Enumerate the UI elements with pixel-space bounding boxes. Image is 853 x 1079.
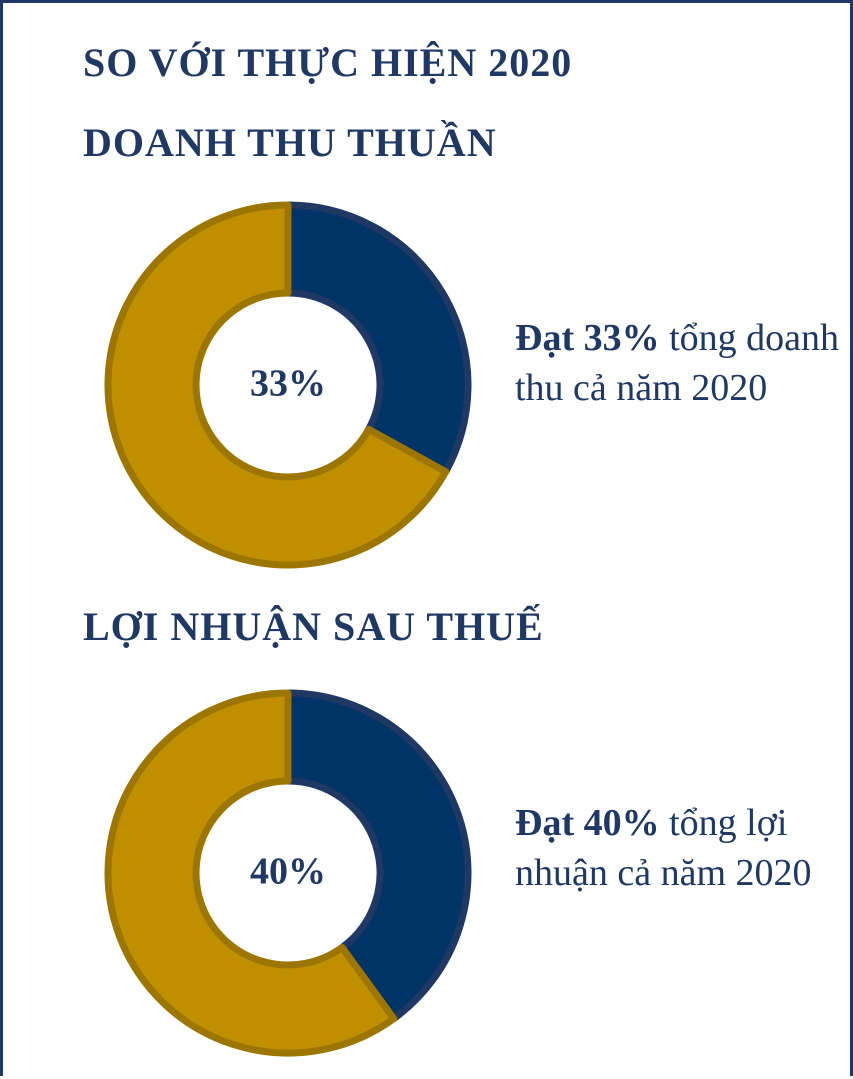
annotation: Đạt 40% tổng lợi nhuận cả năm 2020: [515, 798, 845, 898]
donut-slice: [284, 689, 472, 1023]
annotation-bold: Đạt 40%: [515, 802, 660, 844]
donut-slice: [104, 689, 398, 1057]
annotation-text: tổng lợi nhuận cả năm 2020: [515, 802, 812, 894]
donut-slice: [284, 201, 472, 476]
chart-title: DOANH THU THUẦN: [83, 120, 497, 165]
donut-slice: [104, 201, 450, 569]
page-title: SO VỚI THỰC HIỆN 2020: [83, 40, 573, 85]
center-label: 40%: [250, 851, 326, 893]
annotation-text: tổng doanh thu cả năm 2020: [515, 317, 840, 409]
annotation-bold: Đạt 33%: [515, 317, 660, 359]
charts: 33% 40%: [104, 201, 472, 1057]
chart-title: LỢI NHUẬN SAU THUẾ: [83, 604, 544, 649]
annotation: Đạt 33% tổng doanh thu cả năm 2020: [515, 313, 845, 413]
center-label: 33%: [250, 363, 326, 405]
